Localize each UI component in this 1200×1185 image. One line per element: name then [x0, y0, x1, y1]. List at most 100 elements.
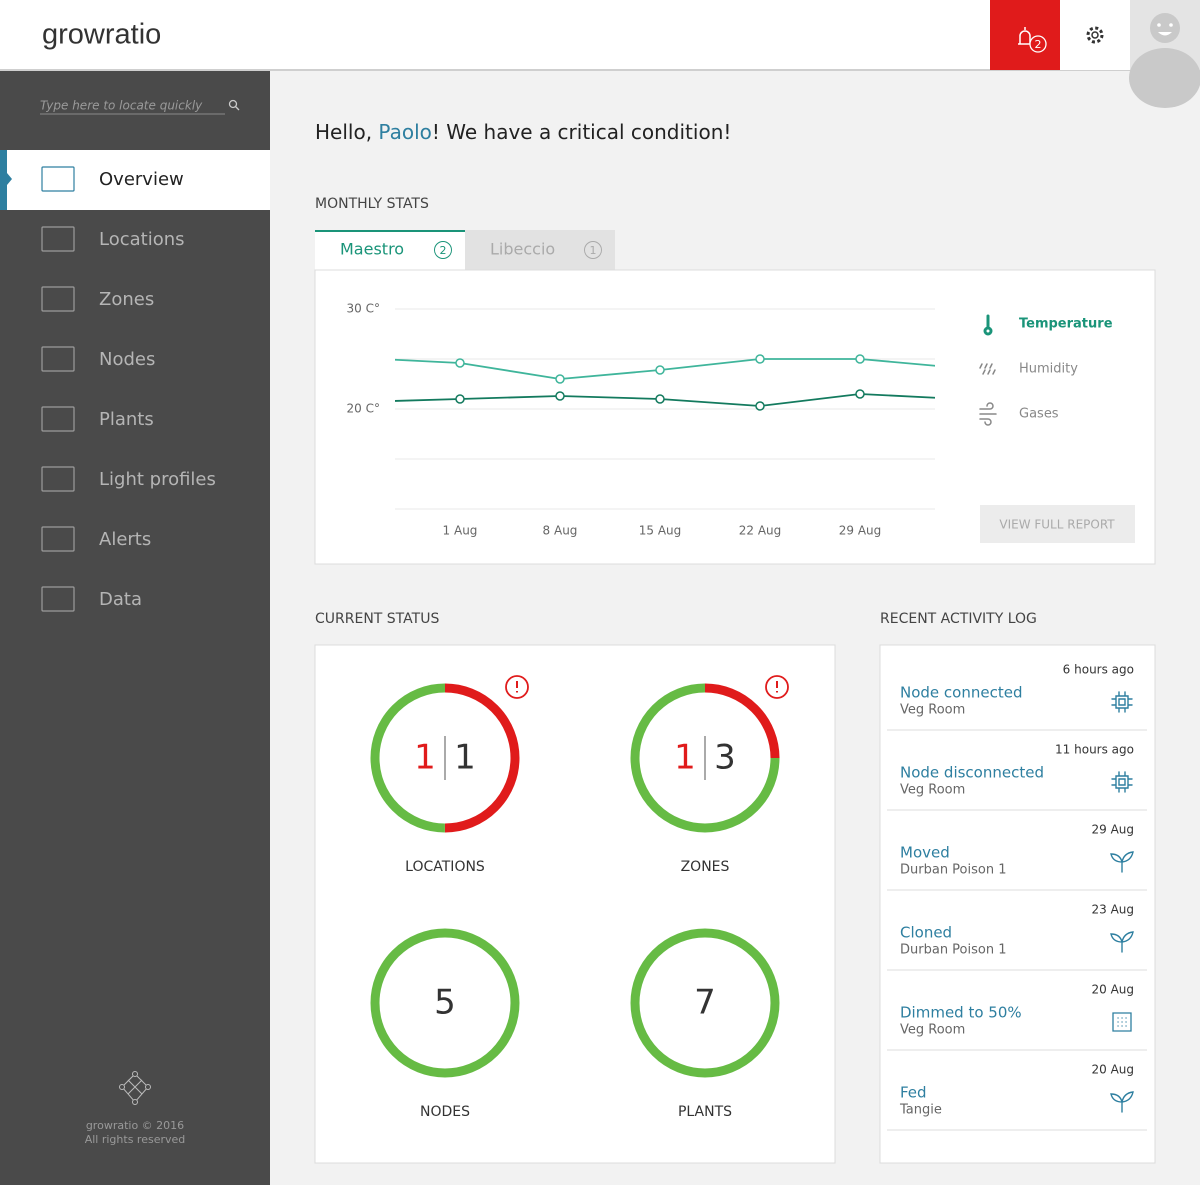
activity-subtitle: Durban Poison 1 [900, 863, 1007, 878]
tab[interactable] [315, 230, 465, 270]
activity-time: 20 Aug [1091, 983, 1134, 997]
point [655, 394, 665, 404]
menu-active-arrow [7, 173, 12, 185]
notifications-button[interactable] [990, 0, 1060, 70]
activity-icon [1110, 1091, 1134, 1113]
menu-icon [41, 286, 75, 312]
y-tick-label: 20 C° [347, 402, 380, 416]
point [655, 365, 665, 375]
greeting-prefix: Hello, [315, 120, 378, 144]
menu: Overview Locations Zones Nodes Plants Light p… [0, 150, 270, 612]
activity-title[interactable]: Node disconnected [900, 764, 1044, 782]
report-button[interactable] [980, 505, 1135, 543]
menu-icon [41, 466, 75, 492]
activity-title[interactable]: Cloned [900, 924, 952, 942]
menu-item[interactable]: Alerts [99, 529, 151, 550]
donut-ok [630, 928, 780, 1078]
logo[interactable]: growratio [42, 19, 161, 51]
header-shadow [0, 69, 1200, 71]
legend-item[interactable]: Temperature [1019, 317, 1113, 332]
menu-item[interactable]: Light profiles [99, 469, 216, 490]
point [455, 358, 465, 368]
menu-icon [41, 346, 75, 372]
activity-subtitle: Durban Poison 1 [900, 943, 1007, 958]
activity-time: 11 hours ago [1055, 743, 1134, 757]
status-label: LOCATIONS [405, 859, 485, 875]
x-tick-label: 1 Aug [443, 524, 478, 538]
activity-icon [1110, 851, 1134, 873]
menu-item[interactable]: Locations [99, 229, 185, 250]
activity-icon [1111, 691, 1133, 713]
activity-subtitle: Veg Room [900, 703, 965, 718]
badge [1029, 35, 1047, 53]
donut-ok [370, 683, 520, 833]
point [555, 374, 565, 384]
y-tick-label: 30 C° [347, 302, 380, 316]
menu-item[interactable]: Data [99, 589, 142, 610]
section-title: RECENT ACTIVITY LOG [880, 611, 1037, 627]
menu-item[interactable]: Nodes [99, 349, 155, 370]
menu-item[interactable]: Plants [99, 409, 154, 430]
legend-item[interactable]: Humidity [1019, 362, 1078, 377]
menu-icon [41, 166, 75, 192]
settings-button[interactable] [1060, 0, 1130, 70]
tab-count: 1 [590, 244, 597, 257]
activity-title[interactable]: Moved [900, 844, 950, 862]
x-tick-label: 22 Aug [739, 524, 782, 538]
section-title: CURRENT STATUS [315, 611, 439, 627]
menu-icon [41, 526, 75, 552]
activity-icon [1111, 771, 1133, 793]
search-input[interactable]: Type here to locate quickly [40, 99, 203, 113]
tab-label[interactable]: Libeccio [490, 240, 555, 259]
avatar-eye [1157, 23, 1161, 27]
menu-icon [41, 406, 75, 432]
section-title: MONTHLY STATS [315, 196, 429, 212]
x-tick-label: 15 Aug [639, 524, 682, 538]
logo-node [132, 1099, 138, 1105]
legend-item[interactable]: Gases [1019, 407, 1059, 422]
greeting: Hello, Paolo! We have a critical conditi… [315, 120, 731, 144]
avatar-head [1150, 13, 1180, 43]
avatar-smile [1158, 32, 1172, 36]
search-icon[interactable] [228, 99, 238, 109]
avatar-body [1129, 48, 1200, 108]
activity-title[interactable]: Fed [900, 1084, 927, 1102]
gear-center [1091, 31, 1099, 39]
logo-node [119, 1084, 125, 1090]
alert-icon [505, 675, 529, 699]
menu-active-bar [0, 150, 7, 210]
donut-value: 7 [694, 983, 716, 1023]
menu-active-bg [0, 150, 270, 210]
menu-item[interactable]: Overview [99, 169, 184, 190]
menu-item[interactable]: Zones [99, 289, 154, 310]
footer-logo [119, 1071, 151, 1105]
report-button-label[interactable]: VIEW FULL REPORT [999, 518, 1115, 532]
status-card [314, 644, 836, 1164]
legend: Temperature Humidity Gases [979, 314, 1113, 426]
donut-ok [370, 928, 520, 1078]
activity-title[interactable]: Dimmed to 50% [900, 1004, 1022, 1022]
sidebar [0, 71, 270, 1185]
point [555, 391, 565, 401]
gear-teeth [1086, 26, 1104, 44]
tab-badge [434, 241, 452, 259]
x-tick-label: 29 Aug [839, 524, 882, 538]
logo-node [145, 1084, 151, 1090]
logo-node [132, 1071, 138, 1077]
tab-badge [584, 241, 602, 259]
activity-time: 23 Aug [1091, 903, 1134, 917]
notification-count: 2 [1035, 38, 1042, 51]
activity-icon [1110, 931, 1134, 953]
activity-subtitle: Veg Room [900, 1023, 965, 1038]
activity-icon [1112, 1012, 1132, 1032]
tab[interactable] [465, 230, 615, 270]
status-label: ZONES [681, 859, 730, 875]
tab-label[interactable]: Maestro [340, 240, 404, 259]
donut-ok [630, 683, 780, 833]
donut-value: 5 [434, 983, 456, 1023]
status-label: NODES [420, 1104, 470, 1120]
activity-title[interactable]: Node connected [900, 684, 1022, 702]
point [855, 354, 865, 364]
